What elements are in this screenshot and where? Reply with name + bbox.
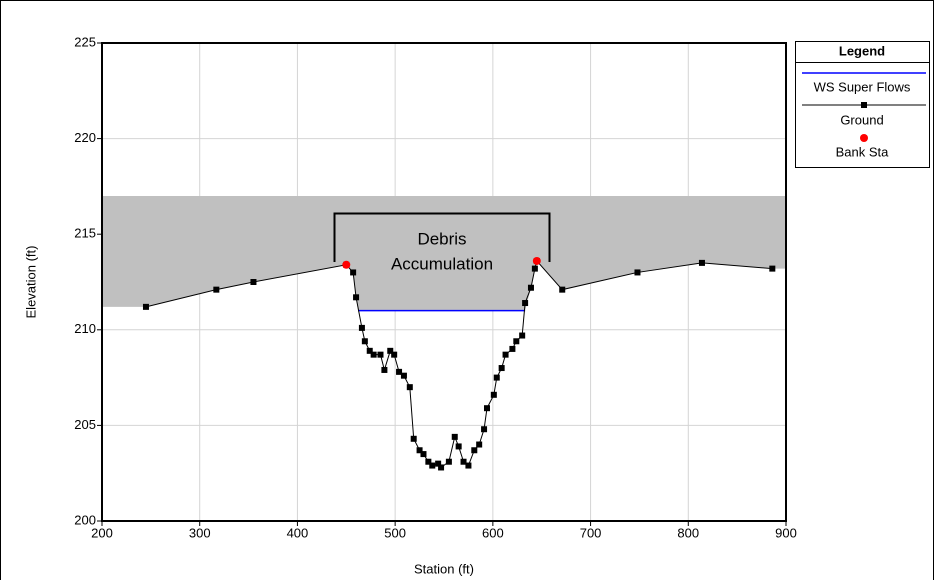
y-tick-label: 225 [74,34,96,49]
legend-label: Ground [840,112,883,127]
x-tick-label: 900 [775,525,797,540]
ground-point [519,332,526,339]
ground-point [438,464,445,471]
ground-point [361,338,368,345]
plot-border [101,42,787,522]
annotation: Accumulation [391,254,493,273]
ground-point [416,447,423,454]
ground-point [490,391,497,398]
legend: Legend WS Super Flows Ground Bank Sta [795,41,930,168]
legend-swatch [860,134,868,142]
bank-station [532,256,541,265]
ground-point [400,372,407,379]
ground-point [527,284,534,291]
ground-point [391,351,398,358]
legend-title: Legend [839,43,885,58]
y-tick-label: 205 [74,417,96,432]
x-tick-label: 800 [677,525,699,540]
ground-point [531,265,538,272]
x-tick-label: 500 [384,525,406,540]
ground-point [493,374,500,381]
ground-point [476,441,483,448]
bank-station [342,260,351,269]
legend-swatch-marker [861,102,867,108]
ground-point [509,345,516,352]
ground-point [387,347,394,354]
ground-point [425,458,432,465]
ground-point [445,458,452,465]
ground-point [410,435,417,442]
x-tick-label: 300 [189,525,211,540]
ground-point [429,462,436,469]
x-tick-label: 700 [580,525,602,540]
ground-point [465,462,472,469]
debris-area [102,195,786,311]
ground-point [769,265,776,272]
ground-point [481,426,488,433]
ground-point [483,405,490,412]
ground-point [381,366,388,373]
plot-area: 200 300 400 500 600 700 800 900 200 205 210 215 220 2… [74,34,797,540]
legend-label: Bank Sta [836,144,890,159]
y-tick-label: 200 [74,512,96,527]
ground-point [396,368,403,375]
x-tick-label: 400 [287,525,309,540]
ground-point [366,347,373,354]
ground-point [358,324,365,331]
ground-point [213,286,220,293]
x-axis-label: Station (ft) [414,561,474,576]
ground-point [435,460,442,467]
y-tick-label: 215 [74,226,96,241]
debris-bracket [333,212,551,262]
ground-point [460,458,467,465]
ground-point [455,443,462,450]
ground-point [502,351,509,358]
ground-point [522,300,529,307]
ground-point [370,351,377,358]
ground-point [698,259,705,266]
ground-point [350,269,357,276]
x-tick-label: 600 [482,525,504,540]
ground-point [559,286,566,293]
ground-point [142,303,149,310]
ground-point [250,279,257,285]
y-tick-label: 220 [74,130,96,145]
annotation: Debris [417,229,466,248]
ground-point [353,294,360,301]
ground-point [406,384,413,391]
ground-point [451,433,458,440]
ground-point [471,447,478,454]
y-axis-label: Elevation (ft) [23,246,38,319]
x-tick-label: 200 [91,525,113,540]
legend-label: WS Super Flows [814,79,911,94]
y-tick-label: 210 [74,321,96,336]
ground-point [498,365,505,372]
ground-point [377,351,384,358]
ground-point [513,338,520,345]
ground-point [420,451,427,458]
ground-point [634,269,641,276]
